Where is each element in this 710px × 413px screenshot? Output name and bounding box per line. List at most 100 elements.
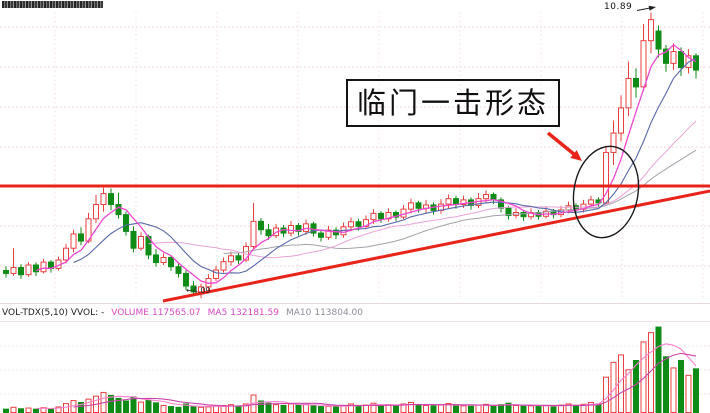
volume-bar [205, 406, 212, 413]
candle-body [10, 267, 17, 274]
volume-bar [498, 404, 504, 413]
candle-body [625, 77, 632, 109]
indicator-name-label: VOL-TDX(5,10) VVOL: - [2, 307, 105, 318]
candle-body [408, 202, 414, 210]
volume-bar [108, 394, 114, 413]
volume-layer [3, 326, 699, 413]
candle-body [70, 233, 77, 249]
candle-body [670, 51, 677, 64]
candle-body [33, 264, 39, 273]
volume-bar [453, 404, 459, 413]
candle-body [138, 235, 144, 249]
volume-bar [138, 401, 144, 413]
volume-bar [3, 408, 9, 413]
volume-bar [123, 400, 129, 413]
volume-bar [235, 405, 242, 413]
candle-body [348, 221, 354, 228]
ma5-label: MA5 [207, 307, 228, 318]
red-arrow-shaft [546, 131, 577, 157]
volume-bar [528, 405, 534, 413]
volume-bar [18, 408, 24, 413]
candle-body [588, 199, 594, 205]
volume-indicator-bar: VOL-TDX(5,10) VVOL: - VOLUME 117565.07 M… [0, 303, 710, 322]
candle-body [618, 107, 624, 134]
volume-bar [415, 404, 422, 413]
candle-body [130, 230, 137, 249]
volume-bar [63, 403, 69, 413]
candle-body [100, 193, 107, 206]
volume-bar [663, 356, 669, 413]
candle-body [318, 232, 324, 238]
volume-bar [33, 408, 39, 413]
candle-body [3, 269, 9, 274]
candle-body [160, 256, 167, 264]
volume-bar [310, 405, 317, 413]
candle-body [445, 198, 452, 205]
candle-body [678, 51, 684, 69]
candle-body [303, 223, 309, 232]
ma10-label: MA10 [285, 307, 312, 318]
candle-body [190, 285, 197, 293]
ma10-value: 113804.00 [314, 307, 364, 318]
candle-body [633, 77, 639, 88]
candle-body [460, 199, 467, 206]
volume-bar [303, 403, 309, 413]
volume-bar [693, 368, 699, 413]
ma-layer [35, 44, 697, 284]
volume-ma10-line [73, 352, 697, 408]
candle-body [78, 233, 84, 242]
candle-body [640, 40, 647, 88]
ma5-line [35, 44, 697, 284]
candle-body [40, 261, 47, 273]
candle-body [235, 255, 242, 261]
candle-body [250, 220, 257, 248]
volume-bar [145, 399, 152, 413]
volume-bar [460, 405, 467, 413]
volume-bar [670, 367, 677, 413]
candle-body [228, 255, 234, 263]
volume-bar [520, 405, 527, 413]
candle-body [385, 212, 392, 220]
candle-body [370, 212, 377, 221]
volume-bar [423, 404, 429, 413]
candle-body [108, 193, 114, 206]
pattern-annotation-box: 临门一击形态 [346, 79, 560, 127]
candle-body [168, 256, 174, 268]
volume-value: 117565.07 [151, 307, 201, 318]
candle-body [175, 266, 182, 274]
candle-body [648, 19, 654, 42]
candle-body [258, 220, 264, 231]
high-arrow-shaft [636, 7, 651, 11]
candle-body [295, 225, 302, 232]
candle-body [483, 193, 489, 200]
ma10-line [73, 57, 697, 275]
high-price-label: 10.89 [604, 2, 633, 12]
candle-body [655, 30, 662, 50]
volume-bar [280, 404, 287, 413]
volume-label: VOLUME [111, 307, 149, 318]
volume-bar [468, 405, 474, 413]
low-price-label: ←4.09 [186, 286, 211, 295]
candle-body [505, 207, 512, 216]
volume-bar [175, 406, 182, 413]
candle-body [183, 272, 189, 287]
volume-bar [625, 369, 632, 413]
candle-body [663, 48, 669, 64]
candle-body [693, 55, 699, 71]
volume-bar [153, 402, 159, 413]
volume-bar [573, 404, 579, 413]
volume-bar [363, 404, 369, 413]
volume-bar [273, 404, 279, 413]
candle-body [153, 254, 159, 264]
breakout-ellipse [572, 145, 640, 239]
volume-bar [513, 404, 519, 413]
candle-body [213, 269, 219, 279]
candle-body [355, 221, 362, 227]
candle-body [415, 202, 422, 209]
candle-body [610, 132, 617, 153]
volume-bar [633, 359, 639, 413]
volume-bar [355, 405, 362, 413]
candle-body [220, 261, 227, 271]
